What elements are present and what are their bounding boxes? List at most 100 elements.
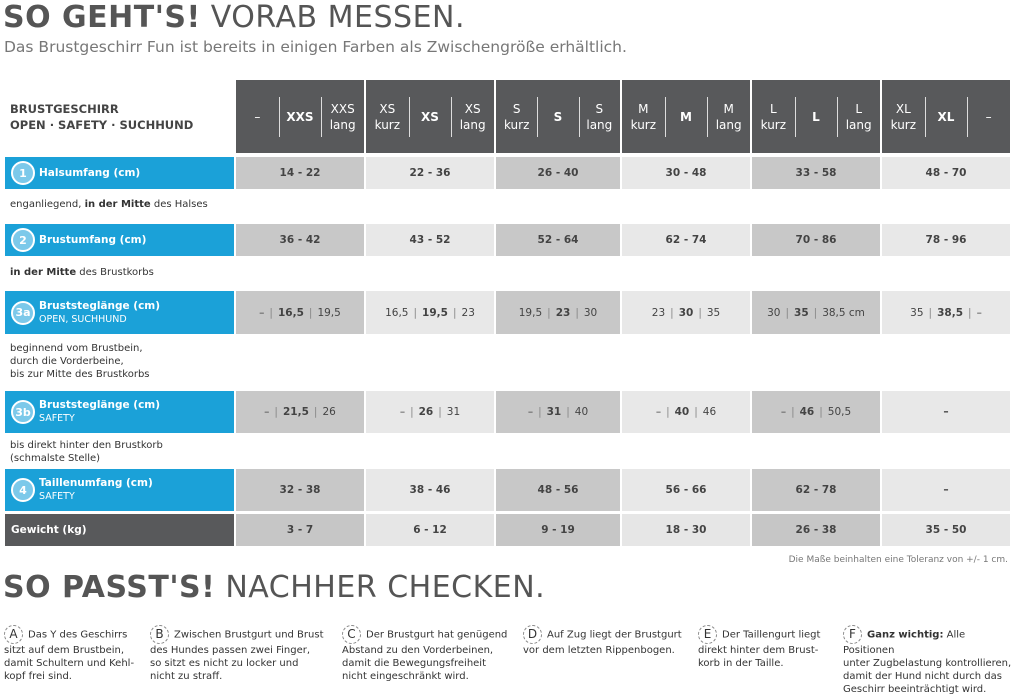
cell-value: 46 [799, 406, 815, 418]
cell-value: 62 - 78 [795, 484, 837, 496]
tip-line: nicht zu straff. [150, 670, 324, 683]
separator: | [698, 306, 702, 319]
tip-line: vor dem letzten Rippenbogen. [523, 644, 682, 657]
size-label: XXS [279, 97, 322, 137]
title: SO GEHT'S! VORAB MESSEN. [3, 0, 465, 35]
cell: 26 - 38 [752, 514, 880, 546]
cell-value: 35 [910, 306, 924, 319]
cell: 32 - 38 [236, 469, 364, 511]
tip-line: so sitzt es nicht zu locker und [150, 657, 324, 670]
separator: | [547, 306, 551, 319]
cell: 52 - 64 [496, 224, 620, 256]
size-text: kurz [503, 118, 530, 132]
tip-line: damit der Hund nicht durch das [843, 670, 1014, 683]
tip-line: C Der Brustgurt hat genügend [342, 625, 507, 644]
sub-divider [837, 97, 839, 137]
cell-value: 14 - 22 [279, 167, 321, 179]
sub-divider [578, 97, 580, 137]
tip-text: nicht eingeschränkt wird. [342, 671, 469, 682]
tip-text: Alle Positionen [843, 629, 966, 657]
cell: 3 - 7 [236, 514, 364, 546]
cell-value: 33 - 58 [795, 167, 837, 179]
tip-text: Der Brustgurt hat genügend [366, 629, 508, 641]
cell: 19,5 | 23 | 30 [496, 291, 620, 334]
size-text: M [638, 102, 649, 116]
corner-line: BRUSTGESCHIRR [10, 102, 119, 116]
note-line: in der Mitte des Brustkorbs [10, 266, 154, 279]
tip-line: B Zwischen Brustgurt und Brust [150, 625, 324, 644]
tip-letter: D [523, 625, 542, 644]
note-text: in der Mitte [84, 199, 151, 210]
note-line: bis direkt hinter den Brustkorb [10, 439, 163, 452]
size-label: – [236, 97, 279, 137]
cell: – | 26 | 31 [366, 391, 494, 433]
tip-text: Ganz wichtig: [867, 629, 944, 641]
cell: – | 40 | 46 [622, 391, 750, 433]
cell-value: 30 - 48 [665, 167, 707, 179]
tip-line: damit die Bewegungsfreiheit [342, 657, 507, 670]
size-text: XL [895, 102, 911, 116]
cell-value: 23 [555, 306, 571, 319]
size-text: lang [329, 118, 356, 132]
cell: 48 - 56 [496, 469, 620, 511]
cell-value: 19,5 [518, 306, 543, 319]
size-text: lang [715, 118, 742, 132]
separator: | [269, 306, 273, 319]
section-title-rest: NACHHER CHECKEN. [225, 570, 546, 605]
cell-value: 70 - 86 [795, 234, 837, 246]
size-text: kurz [374, 118, 401, 132]
tip-line: unter Zugbelastung kontrollieren, [843, 657, 1014, 670]
cell-value: 62 - 74 [665, 234, 707, 246]
note-text: des Brustkorbs [76, 267, 154, 278]
size-label: XL [925, 97, 968, 137]
cell-value: 23 [461, 306, 475, 319]
size-text: S [512, 102, 521, 116]
cell-value: 38 - 46 [409, 484, 451, 496]
tip-text: so sitzt es nicht zu locker und [150, 658, 299, 669]
tip-line: F Ganz wichtig: Alle Positionen [843, 625, 1014, 657]
tip-text: unter Zugbelastung kontrollieren, [843, 658, 1012, 669]
cell-value: 48 - 70 [925, 167, 967, 179]
group-divider [620, 80, 622, 153]
separator: | [413, 306, 418, 319]
size-label: XS [409, 97, 452, 137]
tip-text: sitzt auf dem Brustbein, [4, 645, 125, 656]
label-text: Bruststeglänge (cm) SAFETY [39, 399, 160, 425]
cell-value: 40 [574, 406, 589, 418]
separator: | [538, 406, 542, 418]
row-label: 2 Brustumfang (cm) [5, 224, 234, 256]
cell-value: 40 [674, 406, 690, 418]
badge: 3a [11, 300, 35, 325]
note: beginnend vom Brustbein, durch die Vorder… [10, 342, 150, 381]
tip-text: Der Taillengurt liegt [722, 629, 821, 641]
note-line: (schmalste Stelle) [10, 452, 163, 465]
corner: BRUSTGESCHIRR OPEN · SAFETY · SUCHHUND [10, 101, 193, 133]
cell-value: 26 - 38 [795, 524, 837, 536]
tip-line: korb in der Taille. [698, 657, 820, 670]
tip-letter: A [4, 625, 23, 644]
group-divider [494, 80, 496, 153]
cell-value: – [655, 406, 662, 418]
title-bold: SO GEHT'S! [3, 0, 201, 35]
tip-text: des Hundes passen zwei Finger, [150, 645, 311, 656]
note-text: in der Mitte [10, 267, 77, 278]
tip-text: Zwischen Brustgurt und Brust [174, 629, 324, 641]
sub-divider [321, 97, 323, 137]
footnote: Die Maße beinhalten eine Toleranz von +/… [788, 555, 1008, 565]
size-text: XXS [330, 102, 355, 116]
cell-value: 26 - 40 [537, 167, 579, 179]
cell-value: 19,5 [422, 306, 448, 319]
cell-value: 26 [322, 406, 336, 418]
cell-value: 78 - 96 [925, 234, 967, 246]
cell: 22 - 36 [366, 157, 494, 189]
tip-line: D Auf Zug liegt der Brustgurt [523, 625, 682, 644]
badge: 3b [11, 400, 35, 424]
label: Bruststeglänge (cm) [39, 299, 161, 312]
cell: 43 - 52 [366, 224, 494, 256]
cell: 38 - 46 [366, 469, 494, 511]
